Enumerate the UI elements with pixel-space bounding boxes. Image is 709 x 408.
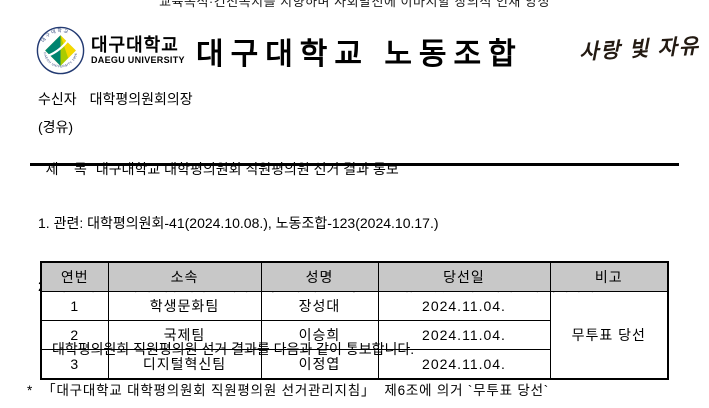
recipient-line: 수신자 대학평의원회의장 — [38, 89, 193, 109]
cell-number: 1 — [40, 291, 109, 321]
cell-date: 2024.11.04. — [377, 349, 551, 380]
cell-number: 3 — [40, 349, 109, 380]
table-header-row: 연번 소속 성명 당선일 비고 — [40, 261, 669, 292]
cell-dept: 디지털혁신팀 — [107, 349, 262, 380]
election-results-table: 연번 소속 성명 당선일 비고 1 학생문화팀 장성대 2024.11.04. … — [40, 261, 669, 380]
cell-date: 2024.11.04. — [377, 291, 551, 321]
cell-dept: 학생문화팀 — [107, 291, 262, 321]
col-header-number: 연번 — [40, 261, 109, 292]
university-seal-icon: 대구대학교 DAEGU UNIVERSITY 1956 — [36, 26, 85, 75]
seal-diamond-mark — [45, 35, 76, 66]
col-header-dept: 소속 — [107, 261, 262, 292]
logo-wordmark: 대구대학교 DAEGU UNIVERSITY — [91, 35, 185, 66]
table-row: 3 디지털혁신팀 이정엽 2024.11.04. — [40, 349, 668, 380]
cell-dept: 국제팀 — [107, 320, 262, 350]
recipient-label: 수신자 — [38, 91, 77, 107]
via-line: (경유) — [38, 119, 74, 135]
footnote: * 「대구대학교 대학평의원회 직원평의원 선거관리지침」 제6조에 의거 `무… — [27, 383, 550, 398]
recipient-value: 대학평의원회의장 — [89, 91, 193, 107]
col-header-remark: 비고 — [549, 261, 669, 292]
logo-kr-text: 대구대학교 — [91, 35, 179, 55]
university-slogan: 교육목적·건전복지를 지향하며 사회발전에 이바지할 창의적 인재 양성 — [159, 0, 550, 9]
cell-remark-merged: 무투표 당선 — [549, 291, 669, 380]
cell-name: 장성대 — [260, 291, 379, 321]
university-motto-calligraphy: 사랑 빛 자유 — [578, 33, 701, 65]
logo-en-text: DAEGU UNIVERSITY — [91, 55, 185, 65]
university-logo: 대구대학교 DAEGU UNIVERSITY 1956 대구대학교 DAEGU … — [36, 26, 185, 75]
cell-date: 2024.11.04. — [377, 320, 551, 350]
col-header-date: 당선일 — [377, 261, 551, 292]
document-title: 대구대학교 노동조합 — [196, 38, 523, 71]
col-header-name: 성명 — [260, 261, 379, 292]
table-row: 2 국제팀 이승희 2024.11.04. — [40, 320, 668, 350]
table-row: 1 학생문화팀 장성대 2024.11.04. 무투표 당선 — [40, 291, 669, 380]
cell-name: 이정엽 — [260, 349, 379, 380]
body-line-1: 1. 관련: 대학평의원회-41(2024.10.08.), 노동조합-123(… — [38, 215, 439, 231]
header-divider-rule — [30, 163, 679, 166]
cell-number: 2 — [40, 320, 109, 350]
cell-name: 이승희 — [260, 320, 379, 350]
